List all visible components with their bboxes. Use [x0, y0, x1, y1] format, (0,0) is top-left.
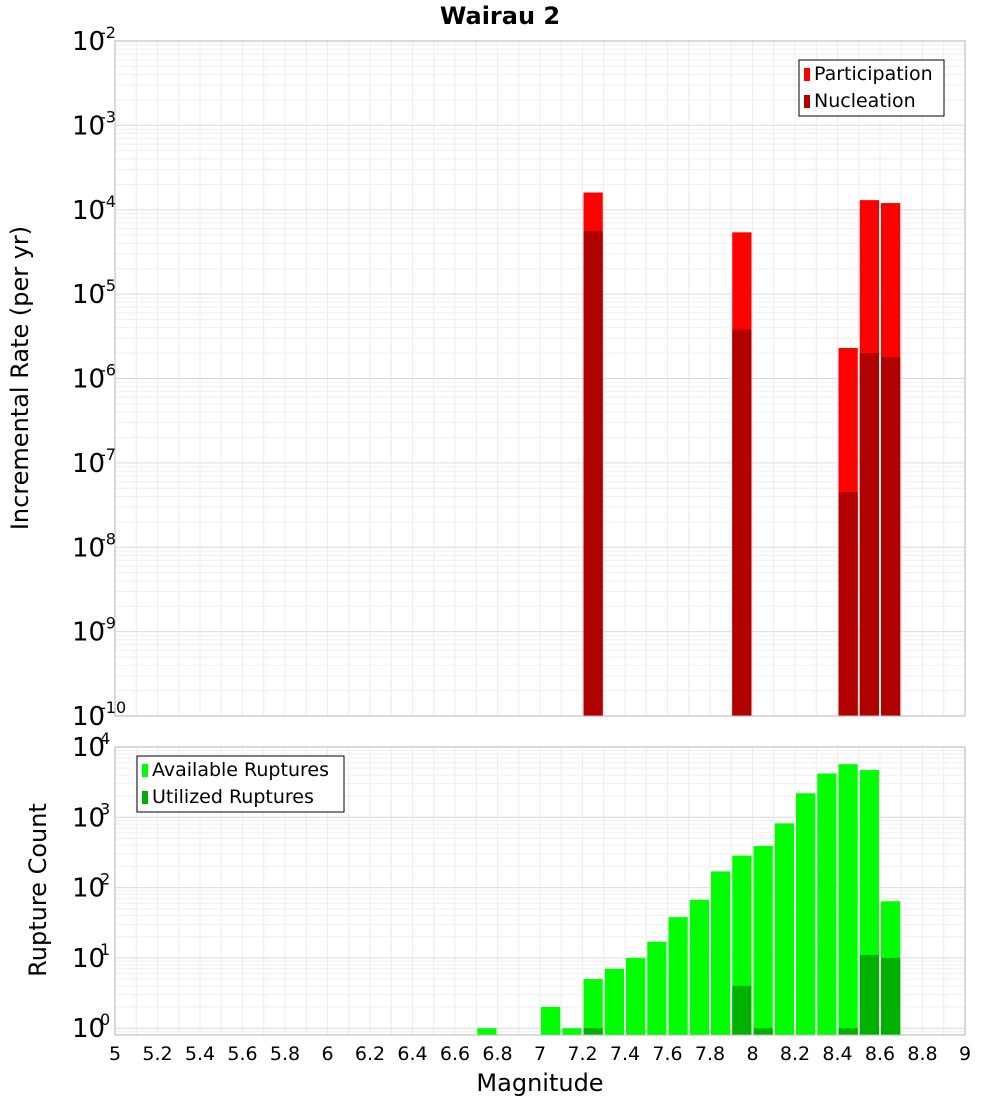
- top-y-tick-label: 10: [72, 702, 105, 732]
- bottom-y-tick-label: 10: [72, 803, 105, 833]
- top-y-tick-exponent: -10: [100, 698, 126, 717]
- top-y-tick-exponent: -5: [100, 276, 116, 295]
- top-y-tick-exponent: -3: [100, 107, 116, 126]
- bottom-legend: Available Ruptures Utilized Ruptures: [136, 755, 345, 813]
- x-tick-label: 6.6: [440, 1043, 470, 1065]
- bottom-bar-available-ruptures: [626, 957, 646, 1035]
- x-tick-label: 7.4: [610, 1043, 640, 1065]
- x-tick-label: 6.8: [482, 1043, 512, 1065]
- bottom-bar-utilized-ruptures: [838, 1028, 858, 1035]
- bottom-y-tick-label: 10: [72, 1014, 105, 1044]
- bottom-bar-available-ruptures: [689, 899, 709, 1035]
- top-bar-nucleation: [838, 492, 858, 716]
- top-y-tick-label: 10: [72, 280, 105, 310]
- x-tick-label: 6.4: [397, 1043, 427, 1065]
- top-y-tick-label: 10: [72, 27, 105, 57]
- x-tick-label: 8.2: [780, 1043, 810, 1065]
- x-tick-label: 7.2: [567, 1043, 597, 1065]
- bottom-bar-utilized-ruptures: [732, 985, 752, 1035]
- bottom-bar-available-ruptures: [711, 871, 731, 1035]
- x-tick-label: 5.6: [227, 1043, 257, 1065]
- bottom-y-tick-label: 10: [72, 944, 105, 974]
- top-y-tick-label: 10: [72, 196, 105, 226]
- bottom-bar-available-ruptures: [562, 1028, 582, 1035]
- x-tick-label: 9: [959, 1043, 971, 1065]
- bottom-bar-available-ruptures: [817, 773, 837, 1035]
- x-tick-label: 5.8: [270, 1043, 300, 1065]
- top-y-axis-label: Incremental Rate (per yr): [6, 226, 34, 530]
- bottom-y-tick-label: 10: [72, 733, 105, 763]
- top-y-tick-exponent: -7: [100, 445, 116, 464]
- x-tick-label: 5.4: [185, 1043, 215, 1065]
- top-legend-swatch: [804, 68, 810, 81]
- top-y-tick-label: 10: [72, 111, 105, 141]
- bottom-y-tick-label: 10: [72, 874, 105, 904]
- top-bar-nucleation: [583, 230, 603, 716]
- bottom-y-tick-exponent: 4: [100, 729, 110, 748]
- x-tick-label: 5: [109, 1043, 121, 1065]
- x-tick-label: 8.4: [822, 1043, 852, 1065]
- top-y-tick-label: 10: [72, 533, 105, 563]
- x-tick-label: 7.6: [652, 1043, 682, 1065]
- top-y-tick-exponent: -9: [100, 614, 116, 633]
- bottom-bar-utilized-ruptures: [753, 1028, 773, 1035]
- bottom-y-tick-exponent: 0: [100, 1010, 110, 1029]
- top-bar-nucleation: [881, 356, 901, 716]
- top-y-tick-exponent: -2: [100, 23, 116, 42]
- top-plot-frame: [114, 40, 966, 717]
- bottom-legend-box: [136, 755, 345, 813]
- bottom-bar-available-ruptures: [796, 793, 816, 1035]
- x-axis-label: Magnitude: [476, 1069, 603, 1097]
- x-tick-label: 5.2: [142, 1043, 172, 1065]
- bottom-legend-label: Available Ruptures: [152, 759, 329, 781]
- x-tick-label: 8.8: [907, 1043, 937, 1065]
- bottom-bar-available-ruptures: [477, 1028, 497, 1035]
- bottom-legend-label: Utilized Ruptures: [152, 786, 314, 808]
- bottom-bar-available-ruptures: [753, 846, 773, 1035]
- bottom-bar-available-ruptures: [774, 823, 794, 1035]
- bottom-y-tick-exponent: 1: [100, 940, 110, 959]
- top-y-tick-exponent: -6: [100, 361, 116, 380]
- top-y-tick-label: 10: [72, 449, 105, 479]
- top-legend-swatch: [804, 95, 810, 108]
- bottom-bar-utilized-ruptures: [881, 957, 901, 1035]
- bottom-bar-available-ruptures: [838, 764, 858, 1035]
- bottom-y-tick-exponent: 2: [100, 870, 110, 889]
- top-legend: Participation Nucleation: [798, 59, 945, 117]
- top-panel: 10-1010-910-810-710-610-510-410-310-2Par…: [72, 23, 966, 732]
- top-bar-nucleation: [732, 329, 752, 716]
- bottom-bar-available-ruptures: [583, 979, 603, 1035]
- x-tick-label: 8: [746, 1043, 758, 1065]
- bottom-y-axis-label: Rupture Count: [24, 803, 52, 977]
- bottom-y-tick-exponent: 3: [100, 799, 110, 818]
- x-tick-label: 6: [321, 1043, 333, 1065]
- top-y-tick-label: 10: [72, 618, 105, 648]
- bottom-legend-swatch: [142, 764, 148, 777]
- x-tick-label: 8.6: [865, 1043, 895, 1065]
- bottom-bar-utilized-ruptures: [859, 954, 879, 1035]
- bottom-bar-available-ruptures: [604, 968, 624, 1035]
- top-y-tick-exponent: -4: [100, 192, 116, 211]
- top-bar-nucleation: [859, 353, 879, 716]
- bottom-bar-available-ruptures: [647, 941, 667, 1035]
- top-y-tick-label: 10: [72, 365, 105, 395]
- x-tick-label: 6.2: [355, 1043, 385, 1065]
- bottom-bar-available-ruptures: [541, 1007, 561, 1035]
- bottom-plot-frame: [114, 746, 966, 1036]
- bottom-bar-available-ruptures: [668, 917, 688, 1035]
- bottom-bar-utilized-ruptures: [583, 1028, 603, 1035]
- top-legend-box: [798, 59, 945, 117]
- top-y-tick-exponent: -8: [100, 529, 116, 548]
- top-legend-label: Nucleation: [814, 90, 916, 112]
- top-legend-label: Participation: [814, 63, 933, 85]
- x-tick-label: 7.8: [695, 1043, 725, 1065]
- chart-title: Wairau 2: [440, 2, 560, 30]
- bottom-legend-swatch: [142, 791, 148, 804]
- x-tick-label: 7: [534, 1043, 546, 1065]
